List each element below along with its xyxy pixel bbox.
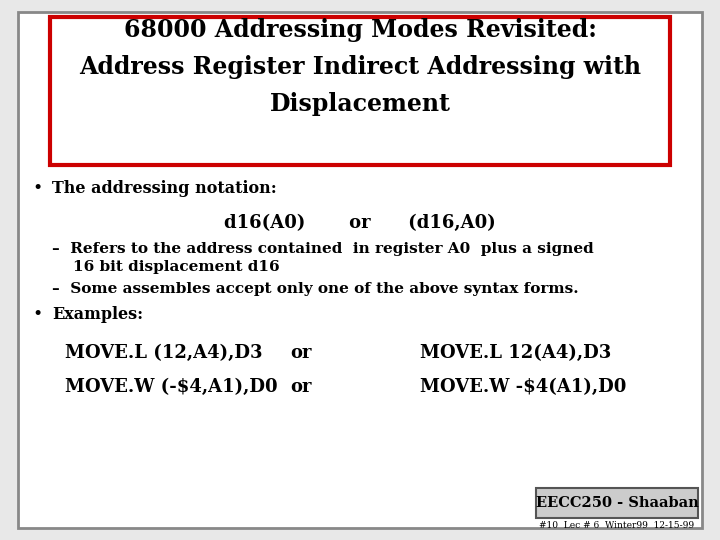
Text: or: or bbox=[290, 378, 312, 396]
Text: Address Register Indirect Addressing with: Address Register Indirect Addressing wit… bbox=[79, 55, 641, 79]
Bar bbox=[50, 17, 670, 165]
Text: •: • bbox=[32, 180, 42, 197]
Text: MOVE.W -$4(A1),D0: MOVE.W -$4(A1),D0 bbox=[420, 378, 626, 396]
Text: Displacement: Displacement bbox=[269, 92, 451, 116]
Text: Examples:: Examples: bbox=[52, 306, 143, 323]
Text: •: • bbox=[32, 306, 42, 323]
Text: MOVE.L (12,A4),D3: MOVE.L (12,A4),D3 bbox=[65, 344, 263, 362]
Text: 16 bit displacement d16: 16 bit displacement d16 bbox=[52, 260, 279, 274]
Text: 68000 Addressing Modes Revisited:: 68000 Addressing Modes Revisited: bbox=[124, 18, 596, 42]
Text: MOVE.L 12(A4),D3: MOVE.L 12(A4),D3 bbox=[420, 344, 611, 362]
Text: The addressing notation:: The addressing notation: bbox=[52, 180, 276, 197]
Text: –  Some assembles accept only one of the above syntax forms.: – Some assembles accept only one of the … bbox=[52, 282, 579, 296]
Text: or: or bbox=[290, 344, 312, 362]
Text: MOVE.W (-$4,A1),D0: MOVE.W (-$4,A1),D0 bbox=[65, 378, 278, 396]
Text: EECC250 - Shaaban: EECC250 - Shaaban bbox=[536, 496, 698, 510]
Text: d16(A0)       or      (d16,A0): d16(A0) or (d16,A0) bbox=[224, 214, 496, 232]
Bar bbox=[536, 488, 698, 518]
Text: –  Refers to the address contained  in register A0  plus a signed: – Refers to the address contained in reg… bbox=[52, 242, 594, 256]
Text: #10  Lec # 6  Winter99  12-15-99: #10 Lec # 6 Winter99 12-15-99 bbox=[539, 522, 695, 530]
